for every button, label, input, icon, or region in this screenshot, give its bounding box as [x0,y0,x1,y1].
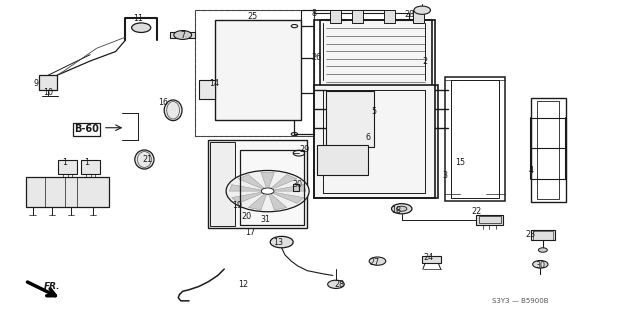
Text: 21: 21 [143,155,152,164]
Bar [81,160,100,174]
Text: 30: 30 [535,261,545,271]
Text: 9: 9 [33,79,38,88]
Bar [26,177,109,207]
Text: B-60: B-60 [74,124,99,134]
Text: 30: 30 [292,181,303,189]
Text: 27: 27 [369,258,380,267]
Text: 24: 24 [424,254,434,263]
Ellipse shape [135,150,154,169]
Text: 22: 22 [471,207,481,216]
Circle shape [132,23,151,33]
Text: 23: 23 [525,230,536,239]
Bar [314,85,438,197]
Text: 14: 14 [210,79,220,88]
Circle shape [532,261,548,268]
Text: 28: 28 [334,280,344,289]
Polygon shape [248,194,266,210]
Circle shape [392,204,412,214]
Text: 5: 5 [372,108,377,116]
Circle shape [328,280,344,288]
Bar [422,256,442,263]
Text: 26: 26 [312,53,322,62]
Bar [240,150,304,225]
Bar [198,80,214,99]
Text: S3Y3 — B5900B: S3Y3 — B5900B [492,298,549,304]
Bar [445,77,505,201]
Text: 6: 6 [365,133,371,142]
Bar [214,20,301,120]
Text: 16: 16 [159,98,168,107]
Polygon shape [273,192,303,203]
Polygon shape [238,174,264,189]
Text: 31: 31 [260,215,271,224]
Polygon shape [261,172,275,187]
Circle shape [226,170,309,212]
Bar [384,10,396,23]
Text: 2: 2 [423,56,428,65]
Bar [292,184,299,191]
Bar [531,98,566,202]
Bar [320,20,432,86]
Bar [479,216,500,223]
Bar [317,145,368,175]
Text: FR.: FR. [44,282,61,291]
Bar [170,32,195,38]
Bar [330,10,341,23]
Text: 1: 1 [62,158,67,167]
Text: 25: 25 [248,12,258,21]
Bar [413,10,424,23]
Polygon shape [232,192,262,203]
Polygon shape [269,194,287,210]
Circle shape [270,236,293,248]
Ellipse shape [164,100,182,121]
Bar [326,91,374,147]
Bar [58,160,77,174]
Text: 7: 7 [180,31,185,40]
Text: 29: 29 [299,145,309,154]
Text: 28: 28 [404,11,415,19]
Text: 4: 4 [528,166,533,175]
Bar [451,80,499,197]
Text: 15: 15 [456,158,465,167]
Text: 3: 3 [442,171,447,180]
Text: 12: 12 [238,280,248,289]
Bar [476,215,503,225]
Bar [352,10,364,23]
Text: 11: 11 [133,14,143,23]
Bar [532,231,553,240]
Text: 10: 10 [44,88,54,97]
Text: 8: 8 [311,9,316,18]
Text: 17: 17 [244,228,255,237]
Bar [39,75,57,90]
Text: 13: 13 [273,238,284,247]
Polygon shape [229,185,260,191]
Bar [195,10,314,136]
Text: 1: 1 [84,158,90,167]
Bar [537,101,559,199]
Circle shape [173,31,191,40]
Bar [209,142,235,226]
Circle shape [397,206,407,211]
Bar [208,140,307,228]
Circle shape [538,248,547,252]
Bar [531,230,555,241]
Polygon shape [271,174,297,189]
Bar [195,10,314,136]
Text: 18: 18 [392,206,402,215]
Text: 19: 19 [232,201,242,210]
Circle shape [414,6,431,14]
Circle shape [261,188,274,194]
Polygon shape [275,185,306,191]
Text: 20: 20 [241,212,252,221]
Circle shape [369,257,386,265]
